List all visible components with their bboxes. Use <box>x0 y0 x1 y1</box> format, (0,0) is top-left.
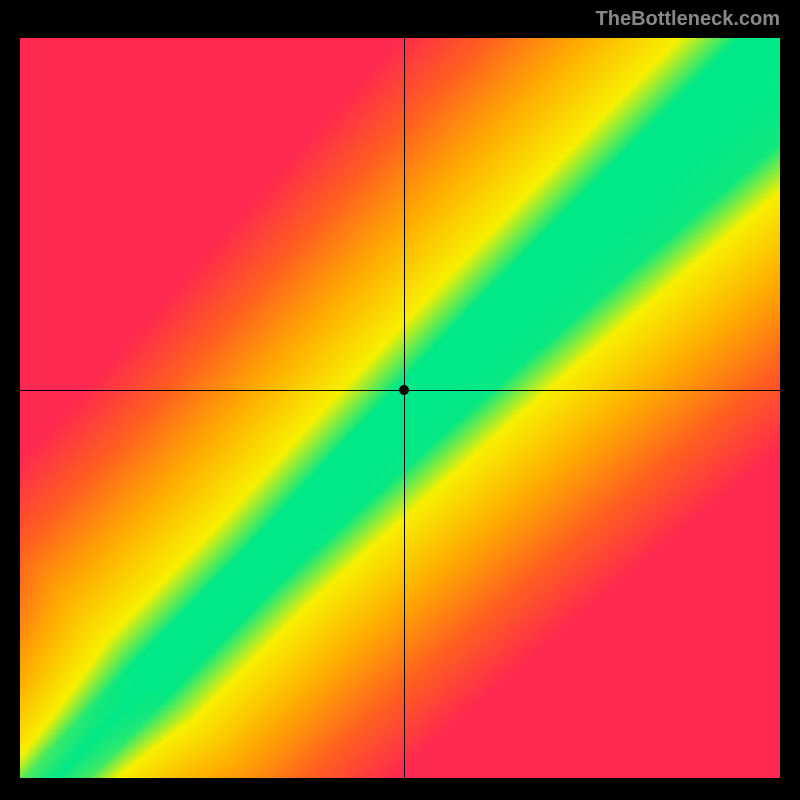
crosshair-vertical <box>404 38 405 778</box>
data-point-marker <box>399 385 409 395</box>
plot-area <box>20 38 780 778</box>
heatmap-canvas <box>20 38 780 778</box>
watermark-text: TheBottleneck.com <box>596 8 780 31</box>
